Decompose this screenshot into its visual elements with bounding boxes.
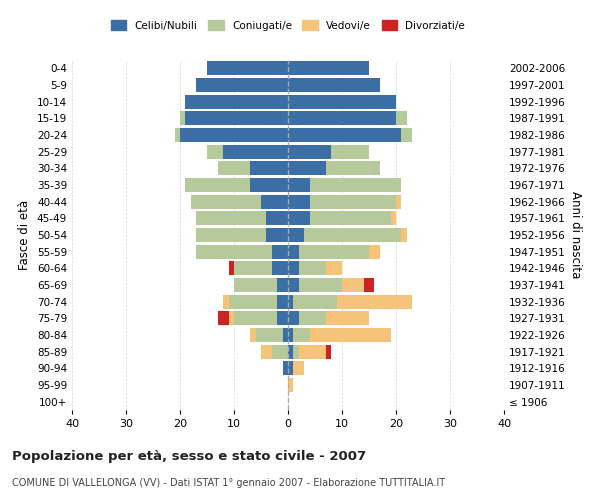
Bar	[191, 194, 261, 209]
Bar	[288, 311, 299, 326]
Bar	[272, 261, 288, 276]
Bar	[250, 328, 256, 342]
Bar	[331, 144, 369, 159]
Bar	[288, 194, 310, 209]
Bar	[310, 211, 391, 226]
Legend: Celibi/Nubili, Coniugati/e, Vedovi/e, Divorziati/e: Celibi/Nubili, Coniugati/e, Vedovi/e, Di…	[107, 16, 469, 35]
Bar	[288, 228, 304, 242]
Bar	[277, 278, 288, 292]
Bar	[229, 261, 234, 276]
Bar	[326, 261, 342, 276]
Bar	[229, 294, 277, 308]
Bar	[369, 244, 380, 259]
Bar	[288, 211, 310, 226]
Bar	[326, 311, 369, 326]
Text: Popolazione per età, sesso e stato civile - 2007: Popolazione per età, sesso e stato civil…	[12, 450, 366, 463]
Bar	[288, 278, 299, 292]
Bar	[185, 178, 250, 192]
Bar	[391, 211, 396, 226]
Bar	[223, 144, 288, 159]
Bar	[288, 244, 299, 259]
Bar	[261, 344, 272, 358]
Bar	[288, 344, 293, 358]
Bar	[304, 228, 401, 242]
Bar	[196, 228, 266, 242]
Bar	[364, 278, 374, 292]
Bar	[185, 112, 288, 126]
Bar	[223, 294, 229, 308]
Bar	[396, 112, 407, 126]
Bar	[234, 311, 277, 326]
Y-axis label: Anni di nascita: Anni di nascita	[569, 192, 582, 278]
Bar	[288, 161, 326, 176]
Bar	[288, 328, 293, 342]
Bar	[266, 228, 288, 242]
Bar	[310, 194, 396, 209]
Bar	[207, 144, 223, 159]
Bar	[277, 311, 288, 326]
Bar	[288, 112, 396, 126]
Bar	[218, 311, 229, 326]
Bar	[175, 128, 180, 142]
Bar	[401, 228, 407, 242]
Bar	[293, 328, 310, 342]
Bar	[266, 211, 288, 226]
Bar	[283, 361, 288, 376]
Bar	[299, 344, 326, 358]
Bar	[293, 344, 299, 358]
Bar	[299, 244, 369, 259]
Bar	[310, 328, 391, 342]
Bar	[196, 244, 272, 259]
Bar	[326, 344, 331, 358]
Bar	[299, 278, 342, 292]
Bar	[288, 78, 380, 92]
Bar	[293, 361, 304, 376]
Bar	[234, 278, 277, 292]
Bar	[401, 128, 412, 142]
Bar	[288, 178, 310, 192]
Bar	[185, 94, 288, 109]
Bar	[272, 344, 288, 358]
Bar	[288, 261, 299, 276]
Bar	[299, 261, 326, 276]
Bar	[250, 178, 288, 192]
Bar	[288, 378, 293, 392]
Y-axis label: Fasce di età: Fasce di età	[19, 200, 31, 270]
Bar	[196, 211, 266, 226]
Bar	[272, 244, 288, 259]
Bar	[288, 294, 293, 308]
Bar	[180, 128, 288, 142]
Bar	[396, 194, 401, 209]
Bar	[234, 261, 272, 276]
Text: COMUNE DI VALLELONGA (VV) - Dati ISTAT 1° gennaio 2007 - Elaborazione TUTTITALIA: COMUNE DI VALLELONGA (VV) - Dati ISTAT 1…	[12, 478, 445, 488]
Bar	[288, 61, 369, 76]
Bar	[261, 194, 288, 209]
Bar	[326, 161, 380, 176]
Bar	[337, 294, 412, 308]
Bar	[283, 328, 288, 342]
Bar	[288, 94, 396, 109]
Bar	[180, 112, 185, 126]
Bar	[310, 178, 401, 192]
Bar	[293, 294, 337, 308]
Bar	[342, 278, 364, 292]
Bar	[256, 328, 283, 342]
Bar	[196, 78, 288, 92]
Bar	[207, 61, 288, 76]
Bar	[277, 294, 288, 308]
Bar	[299, 311, 326, 326]
Bar	[288, 361, 293, 376]
Bar	[250, 161, 288, 176]
Bar	[218, 161, 250, 176]
Bar	[229, 311, 234, 326]
Bar	[288, 144, 331, 159]
Bar	[288, 128, 401, 142]
